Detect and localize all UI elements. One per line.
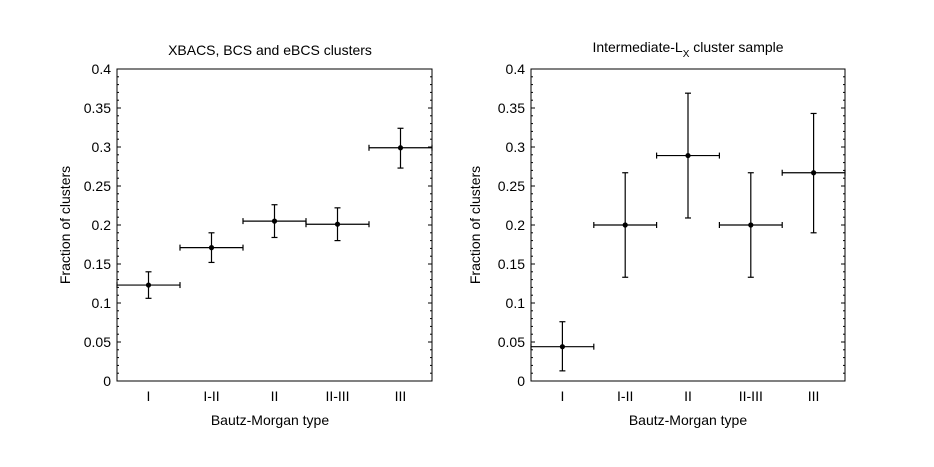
x-tick-label: I	[560, 388, 564, 404]
data-point	[334, 221, 341, 227]
y-tick-label: 0.25	[84, 178, 111, 194]
y-tick-label: 0.2	[506, 217, 526, 233]
y-tick-label: 0.3	[506, 139, 526, 155]
y-tick-label: 0.35	[84, 100, 111, 116]
plot-marks: 00.050.10.150.20.250.30.350.4I I-II II II-I…	[84, 61, 433, 404]
y-tick-label: 0.15	[84, 256, 111, 272]
x-tick-label: I-II	[617, 388, 633, 404]
y-tick-label: 0	[103, 373, 111, 389]
x-tick-label: II-III	[325, 388, 349, 404]
y-tick-label: 0.15	[498, 256, 525, 272]
data-point	[271, 218, 278, 224]
y-tick-label: 0.05	[498, 334, 525, 350]
y-tick-label: 0.05	[84, 334, 111, 350]
data-point	[622, 222, 628, 228]
data-point	[811, 170, 817, 176]
data-point	[397, 145, 404, 151]
title-main: Intermediate-L	[592, 39, 682, 55]
x-tick-label: I-II	[203, 388, 219, 404]
y-tick-label: 0.1	[92, 295, 112, 311]
y-tick-label: 0.25	[498, 178, 525, 194]
data-point	[145, 282, 152, 288]
data-point	[208, 245, 215, 251]
y-tick-label: 0.3	[92, 139, 112, 155]
chart-title: XBACS, BCS and eBCS clusters	[168, 42, 372, 58]
y-axis-label: Fraction of clusters	[467, 166, 483, 284]
x-tick-label: II	[684, 388, 692, 404]
panel-left: XBACS, BCS and eBCS clusters Fraction of…	[57, 42, 433, 428]
y-tick-label: 0.2	[92, 217, 112, 233]
x-tick-label: III	[395, 388, 407, 404]
data-point	[559, 344, 566, 350]
data-point	[685, 152, 691, 159]
x-axis-label: Bautz-Morgan type	[211, 412, 329, 428]
panel-right: Intermediate-LX cluster sample Fraction …	[467, 39, 846, 428]
title-subscript: X	[683, 49, 690, 60]
x-tick-label: I	[147, 388, 151, 404]
y-tick-label: 0.1	[506, 295, 526, 311]
y-axis-label: Fraction of clusters	[57, 166, 73, 284]
y-tick-label: 0.4	[506, 61, 526, 77]
y-tick-label: 0.35	[498, 100, 525, 116]
y-tick-label: 0	[517, 373, 525, 389]
x-tick-label: III	[808, 388, 820, 404]
y-tick-label: 0.4	[92, 61, 112, 77]
chart-title: Intermediate-LX cluster sample	[592, 39, 783, 60]
plot-marks: 00.050.10.150.20.250.30.350.4I I-II II II-I…	[498, 61, 846, 404]
x-axis-label: Bautz-Morgan type	[629, 412, 747, 428]
x-tick-label: II	[271, 388, 279, 404]
data-point	[748, 222, 754, 228]
title-end: cluster sample	[689, 39, 783, 55]
x-tick-label: II-III	[739, 388, 763, 404]
